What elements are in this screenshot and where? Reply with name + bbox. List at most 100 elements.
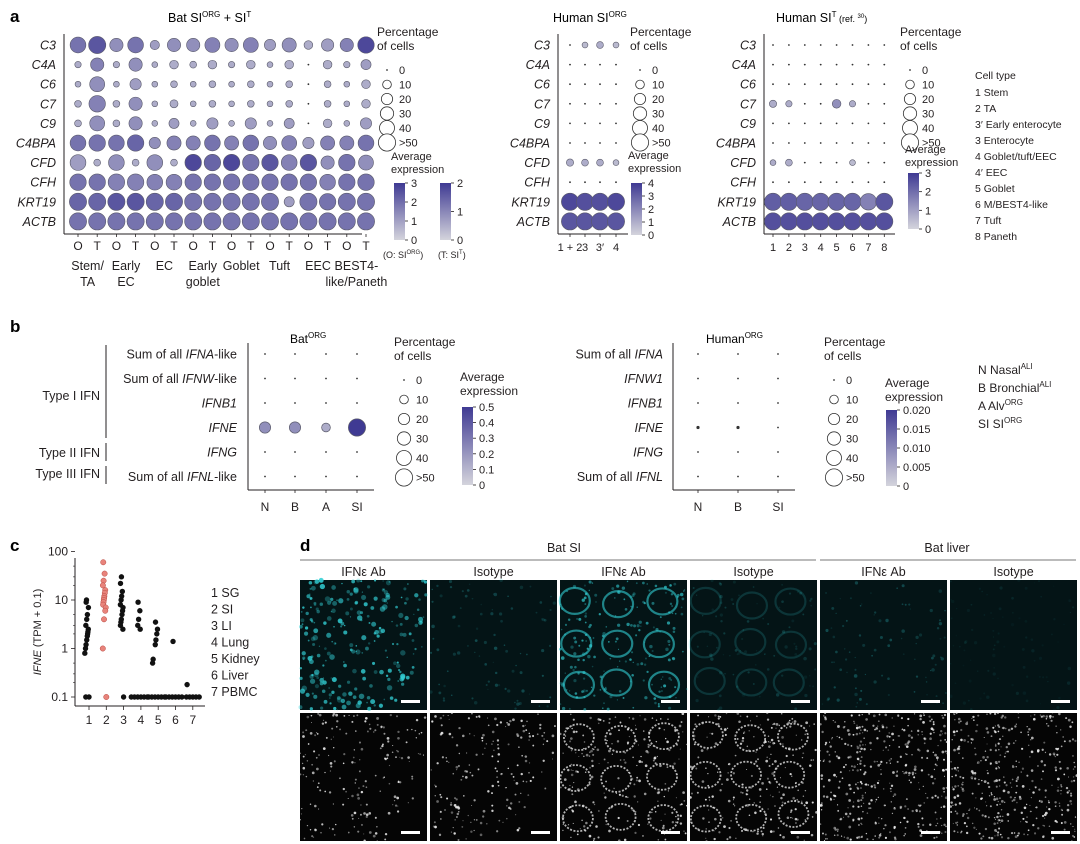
- dot-point: [811, 192, 830, 211]
- dot-point: [772, 83, 774, 86]
- micro-nucleus: [1071, 721, 1074, 724]
- micro-nucleus: [312, 836, 315, 838]
- micro-signal: [318, 577, 324, 583]
- c-point: [152, 619, 159, 625]
- x-label: B: [291, 500, 299, 514]
- sample-key-sup: ORG: [1005, 398, 1023, 407]
- c-x-tick-label: 5: [155, 713, 162, 727]
- bh-pct-legend-size-swatch: [827, 412, 841, 426]
- micro-nucleus: [793, 720, 797, 723]
- dot-point: [74, 100, 82, 108]
- dot-point: [145, 212, 164, 231]
- micro-signal: [605, 686, 607, 689]
- micro-signal: [908, 603, 911, 606]
- micro-signal: [436, 584, 439, 588]
- micro-signal: [674, 612, 677, 615]
- micro-signal: [319, 583, 326, 590]
- micro-signal: [549, 696, 552, 699]
- micro-nucleus: [591, 759, 594, 763]
- dot-point: [859, 212, 878, 231]
- micro-nucleus: [1003, 755, 1006, 758]
- micro-signal: [388, 581, 391, 583]
- micro-signal: [652, 626, 655, 629]
- micro-nucleus: [1042, 835, 1045, 839]
- micro-nucleus: [358, 787, 360, 789]
- micro-nucleus: [516, 828, 520, 832]
- micro-nucleus: [880, 773, 882, 775]
- dot-point: [819, 63, 822, 66]
- micro-nucleus: [697, 756, 700, 759]
- micro-nucleus: [826, 750, 829, 753]
- micro-nucleus: [583, 741, 586, 743]
- micro-nucleus: [396, 810, 400, 813]
- micro-signal: [833, 661, 835, 663]
- micro-nucleus: [1057, 747, 1060, 750]
- micro-signal: [614, 597, 616, 599]
- micro-nucleus: [496, 776, 499, 779]
- bh-pct-legend-size-label: 10: [846, 395, 858, 407]
- dot-point: [294, 451, 296, 453]
- micro-nucleus: [870, 785, 874, 788]
- horg-avg-title: Average: [628, 150, 669, 162]
- micro-signal: [376, 634, 380, 638]
- micro-nucleus: [636, 764, 638, 767]
- micro-nucleus: [989, 762, 992, 765]
- micro-signal: [416, 608, 420, 612]
- micro-nucleus: [993, 712, 997, 716]
- micro-nucleus: [590, 775, 594, 779]
- micro-nucleus: [920, 769, 924, 772]
- micro-nucleus: [958, 721, 961, 724]
- micro-signal: [329, 702, 332, 705]
- micro-nucleus: [767, 808, 769, 810]
- micro-nucleus: [471, 774, 474, 777]
- dot-point: [343, 80, 351, 88]
- micro-nucleus: [457, 764, 460, 767]
- micro-nucleus: [795, 734, 797, 736]
- micro-nucleus: [766, 777, 770, 780]
- micro-nucleus: [717, 722, 720, 726]
- micro-nucleus: [944, 739, 946, 741]
- micro-nucleus: [432, 825, 435, 828]
- micro-nucleus: [528, 762, 531, 764]
- micro-signal: [466, 589, 470, 592]
- micro-signal: [535, 611, 538, 614]
- micro-nucleus: [978, 832, 981, 835]
- micro-nucleus: [945, 768, 948, 771]
- micro-nucleus: [721, 783, 723, 785]
- micro-nucleus: [1013, 832, 1016, 834]
- c-point: [119, 588, 126, 595]
- micro-crypt-dapi: [735, 803, 768, 832]
- dot-point: [325, 377, 327, 380]
- micro-signal: [439, 594, 443, 598]
- micro-nucleus: [941, 832, 943, 834]
- micro-nucleus: [450, 831, 452, 833]
- micro-signal: [574, 640, 578, 644]
- micro-nucleus: [820, 802, 823, 805]
- micro-nucleus: [524, 759, 528, 763]
- micro-signal: [983, 614, 986, 616]
- dot-point: [788, 83, 790, 86]
- micro-nucleus: [1060, 784, 1062, 786]
- dot-point: [599, 142, 601, 144]
- micro-nucleus: [919, 834, 923, 837]
- micro-nucleus: [626, 796, 629, 799]
- micro-signal: [354, 687, 358, 691]
- micro-nucleus: [990, 793, 993, 796]
- micro-nucleus: [863, 764, 866, 767]
- micro-nucleus: [1015, 780, 1018, 783]
- dot-point: [222, 212, 241, 231]
- c-point: [196, 694, 202, 700]
- micro-signal: [736, 653, 739, 656]
- dot-point: [843, 192, 862, 211]
- micro-signal: [442, 697, 445, 700]
- micro-signal: [299, 676, 303, 680]
- micro-signal: [395, 624, 399, 627]
- micro-signal: [732, 580, 736, 584]
- micro-nucleus: [870, 799, 873, 802]
- micro-nucleus: [788, 719, 791, 722]
- dot-point: [323, 100, 332, 108]
- micro-signal: [939, 637, 942, 640]
- micro-signal: [446, 670, 449, 673]
- dot-point: [569, 142, 571, 144]
- micro-signal: [697, 676, 699, 678]
